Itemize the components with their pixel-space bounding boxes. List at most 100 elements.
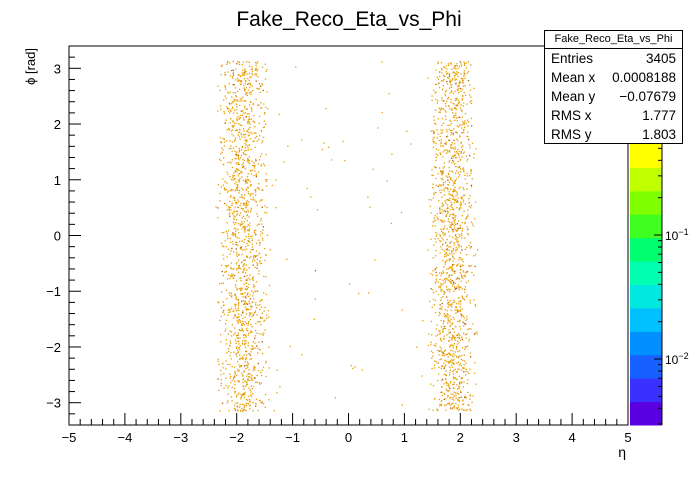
data-point: [381, 61, 383, 63]
data-point: [260, 382, 262, 384]
data-point: [446, 176, 449, 178]
data-point: [454, 75, 456, 77]
data-point: [248, 238, 250, 240]
data-point: [231, 125, 234, 127]
data-point: [440, 141, 442, 143]
data-point: [250, 395, 253, 397]
data-point: [454, 180, 456, 183]
data-point: [249, 376, 251, 378]
data-point: [251, 290, 253, 292]
data-point: [433, 131, 435, 133]
data-point: [234, 150, 236, 152]
data-point: [217, 184, 219, 186]
data-point: [435, 267, 437, 270]
data-point: [430, 320, 432, 323]
stats-label: RMS y: [551, 127, 592, 142]
data-point: [447, 188, 449, 190]
data-point: [450, 101, 452, 103]
data-point: [220, 334, 222, 336]
data-point: [246, 365, 248, 367]
data-point: [460, 152, 462, 154]
data-point: [234, 178, 236, 180]
data-point: [232, 177, 234, 179]
data-point: [260, 153, 263, 155]
data-point: [257, 76, 259, 78]
data-point: [249, 241, 251, 243]
data-point: [228, 213, 230, 216]
data-point: [247, 378, 249, 380]
data-point: [263, 126, 266, 128]
data-point: [451, 304, 453, 306]
data-point: [246, 242, 248, 245]
data-point: [245, 154, 247, 156]
data-point: [248, 118, 250, 120]
data-point: [451, 228, 453, 231]
data-point: [229, 196, 232, 198]
data-point: [456, 65, 458, 67]
data-point: [226, 182, 228, 184]
data-point: [235, 187, 238, 189]
data-point: [456, 334, 458, 336]
data-point: [249, 84, 252, 86]
data-point: [240, 329, 242, 332]
data-point: [461, 110, 463, 112]
data-point: [454, 238, 456, 240]
data-point: [462, 260, 464, 263]
data-point: [469, 247, 471, 249]
data-point: [238, 303, 240, 305]
data-point: [255, 304, 257, 306]
data-point: [437, 281, 439, 283]
data-point: [458, 257, 460, 259]
data-point: [252, 103, 254, 106]
data-point: [443, 278, 446, 280]
data-point: [238, 118, 240, 120]
data-point: [223, 231, 225, 234]
data-point: [369, 206, 371, 208]
data-point: [231, 268, 233, 270]
data-point: [467, 379, 469, 381]
data-point: [437, 362, 439, 364]
data-point: [439, 405, 441, 407]
data-point: [458, 286, 460, 288]
data-point: [245, 179, 247, 181]
data-point: [255, 201, 257, 203]
data-point: [265, 180, 267, 182]
data-point: [465, 397, 467, 399]
data-point: [313, 318, 315, 320]
data-point: [468, 144, 471, 146]
data-point: [244, 288, 247, 290]
data-point: [227, 237, 229, 239]
data-point: [265, 70, 267, 72]
data-point: [442, 331, 444, 333]
data-point: [239, 98, 241, 100]
data-point: [246, 248, 248, 250]
data-point: [451, 84, 453, 86]
data-point: [255, 402, 257, 405]
data-point: [225, 270, 227, 273]
data-point: [344, 160, 346, 162]
data-point: [238, 123, 240, 125]
data-point: [455, 394, 457, 396]
data-point: [456, 241, 459, 244]
data-point: [246, 354, 248, 356]
data-point: [222, 362, 224, 365]
data-point: [437, 154, 439, 156]
data-point: [443, 325, 445, 328]
data-point: [256, 224, 258, 226]
data-point: [465, 396, 467, 398]
data-point: [460, 378, 463, 380]
data-point: [232, 106, 234, 108]
data-point: [449, 258, 451, 260]
data-point: [446, 129, 448, 131]
data-point: [449, 387, 451, 390]
data-point: [437, 133, 439, 135]
data-point: [475, 305, 477, 307]
data-point: [251, 243, 254, 245]
data-point: [465, 409, 467, 412]
data-point: [450, 205, 452, 207]
data-point: [465, 296, 468, 298]
data-point: [445, 102, 447, 105]
data-point: [460, 280, 462, 282]
data-point: [230, 195, 232, 197]
data-point: [447, 206, 449, 208]
